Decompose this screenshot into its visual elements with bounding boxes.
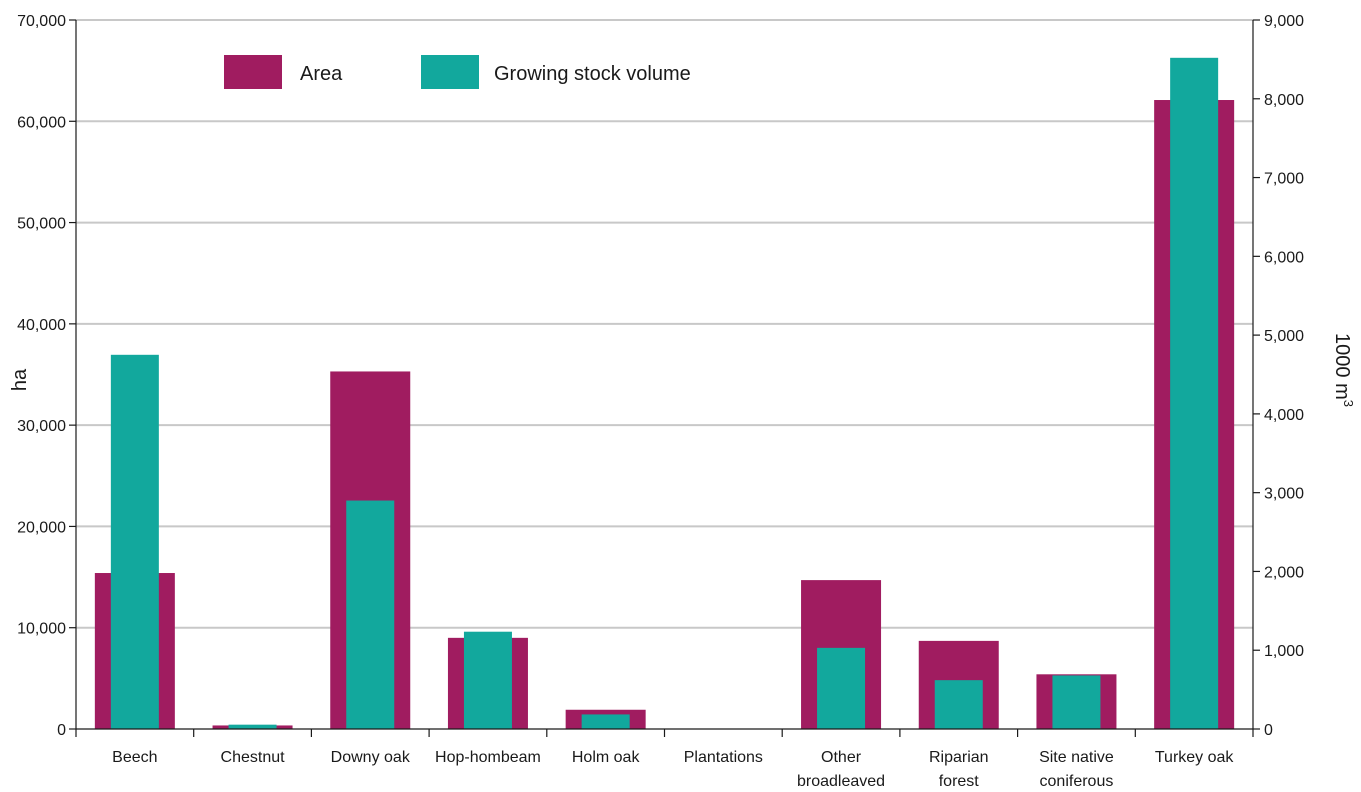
x-tick-label: Hop-hombeam bbox=[435, 749, 541, 766]
y-tick-label-left: 60,000 bbox=[17, 114, 66, 131]
bar-growing-stock-volume bbox=[228, 724, 277, 729]
y-tick-label-left: 70,000 bbox=[17, 13, 66, 30]
y-tick-label-left: 0 bbox=[57, 722, 66, 739]
legend-label-area: Area bbox=[300, 63, 343, 85]
x-tick-label: Chestnut bbox=[221, 749, 286, 766]
y-axis-title-right: 1000 m3 bbox=[1331, 333, 1356, 407]
y-tick-label-left: 40,000 bbox=[17, 317, 66, 334]
y-tick-label-right: 6,000 bbox=[1264, 249, 1304, 266]
bar-growing-stock-volume bbox=[817, 647, 866, 729]
x-tick-label: Other broadleaved bbox=[797, 749, 885, 790]
y-tick-label-right: 5,000 bbox=[1264, 328, 1304, 345]
y-tick-label-right: 7,000 bbox=[1264, 171, 1304, 188]
x-tick-label: Site native coniferous bbox=[1039, 749, 1114, 790]
y-tick-label-right: 8,000 bbox=[1264, 92, 1304, 109]
x-tick-label: Holm oak bbox=[572, 749, 641, 766]
legend-label-growing-stock-volume: Growing stock volume bbox=[494, 63, 691, 85]
y-tick-label-right: 9,000 bbox=[1264, 13, 1304, 30]
y-tick-label-right: 4,000 bbox=[1264, 407, 1304, 424]
x-tick-label: Downy oak bbox=[331, 749, 411, 766]
x-tick-label: Plantations bbox=[684, 749, 763, 766]
y-tick-label-left: 50,000 bbox=[17, 216, 66, 233]
y-tick-label-right: 1,000 bbox=[1264, 643, 1304, 660]
y-tick-label-right: 0 bbox=[1264, 722, 1273, 739]
bar-growing-stock-volume bbox=[1170, 57, 1219, 729]
y-tick-label-left: 20,000 bbox=[17, 519, 66, 536]
bar-growing-stock-volume bbox=[463, 631, 512, 729]
x-tick-label: Turkey oak bbox=[1155, 749, 1235, 766]
legend-swatch-growing-stock-volume bbox=[421, 55, 479, 89]
y-tick-label-right: 2,000 bbox=[1264, 564, 1304, 581]
legend: Area Growing stock volume bbox=[224, 55, 691, 89]
bars bbox=[94, 57, 1235, 729]
y-tick-label-left: 30,000 bbox=[17, 418, 66, 435]
y-tick-label-right: 3,000 bbox=[1264, 486, 1304, 503]
bar-growing-stock-volume bbox=[346, 500, 395, 729]
bar-growing-stock-volume bbox=[581, 714, 630, 729]
bar-growing-stock-volume bbox=[1052, 675, 1101, 729]
y-axis-title-left: ha bbox=[9, 368, 31, 391]
bar-growing-stock-volume bbox=[110, 354, 159, 729]
legend-swatch-area bbox=[224, 55, 282, 89]
x-tick-label: Beech bbox=[112, 749, 157, 766]
y-tick-label-left: 10,000 bbox=[17, 621, 66, 638]
gridlines bbox=[76, 19, 1253, 629]
bar-growing-stock-volume bbox=[934, 680, 983, 729]
x-tick-label: Riparian forest bbox=[929, 749, 989, 790]
axes: 0 10,000 20,000 30,000 40,000 50,000 60,000 70,… bbox=[17, 13, 1304, 790]
